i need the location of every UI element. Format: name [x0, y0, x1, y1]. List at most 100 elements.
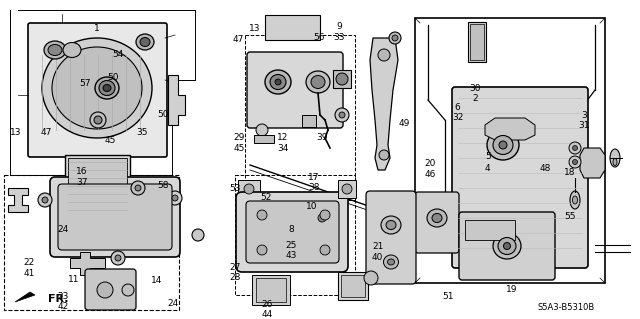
Text: 54: 54 [113, 50, 124, 59]
Text: 58: 58 [157, 181, 169, 189]
Ellipse shape [381, 216, 401, 234]
Bar [338, 272, 368, 300]
Bar [341, 275, 365, 297]
Text: 21
40: 21 40 [372, 242, 383, 262]
Circle shape [342, 184, 352, 194]
Text: 26
44: 26 44 [262, 300, 273, 319]
Bar [470, 24, 484, 60]
Text: 17
38: 17 38 [308, 173, 319, 192]
Ellipse shape [387, 259, 394, 265]
FancyBboxPatch shape [236, 192, 348, 272]
Text: 35: 35 [136, 128, 148, 137]
Bar [338, 180, 356, 198]
Circle shape [111, 251, 125, 265]
Circle shape [336, 73, 348, 85]
Ellipse shape [573, 196, 577, 204]
Ellipse shape [103, 85, 111, 92]
Circle shape [94, 116, 102, 124]
Text: FR.: FR. [48, 294, 68, 304]
Bar [465, 220, 515, 240]
FancyBboxPatch shape [50, 177, 180, 257]
Circle shape [257, 245, 267, 255]
Circle shape [115, 255, 121, 261]
Text: S5A3-B5310B: S5A3-B5310B [538, 303, 595, 313]
Circle shape [320, 245, 330, 255]
Ellipse shape [265, 70, 291, 94]
FancyBboxPatch shape [459, 212, 555, 280]
Text: 39: 39 [316, 133, 328, 142]
Ellipse shape [44, 41, 66, 59]
FancyBboxPatch shape [28, 23, 167, 157]
Bar [256, 278, 286, 302]
Circle shape [172, 195, 178, 201]
Circle shape [122, 284, 134, 296]
Circle shape [335, 108, 349, 122]
Bar [245, 35, 355, 200]
Text: 45: 45 [105, 137, 116, 145]
Text: 50: 50 [107, 73, 118, 82]
Circle shape [42, 197, 48, 203]
Circle shape [569, 142, 581, 154]
Circle shape [569, 156, 581, 168]
Polygon shape [8, 188, 28, 212]
Ellipse shape [379, 150, 389, 160]
Bar [254, 135, 274, 143]
Bar [235, 175, 355, 295]
Text: 51: 51 [442, 292, 454, 301]
Ellipse shape [427, 209, 447, 227]
Ellipse shape [140, 38, 150, 47]
Text: 20
46: 20 46 [424, 160, 436, 179]
Circle shape [38, 193, 52, 207]
Text: 27
28: 27 28 [230, 263, 241, 282]
Text: 48: 48 [540, 164, 551, 173]
Circle shape [257, 210, 267, 220]
Circle shape [192, 229, 204, 241]
Text: 3
31: 3 31 [578, 111, 589, 130]
Text: 53: 53 [230, 184, 241, 193]
Text: 49: 49 [399, 119, 410, 128]
Ellipse shape [493, 136, 513, 154]
Text: 24: 24 [57, 225, 68, 234]
Ellipse shape [378, 49, 390, 61]
Text: 47: 47 [40, 128, 52, 137]
Text: 2: 2 [472, 94, 477, 103]
Ellipse shape [63, 42, 81, 57]
Text: 19: 19 [506, 285, 518, 294]
Circle shape [392, 35, 398, 41]
Ellipse shape [52, 47, 142, 129]
Bar [333, 70, 351, 88]
Ellipse shape [499, 141, 507, 149]
Text: 4: 4 [485, 164, 490, 173]
Ellipse shape [493, 233, 521, 259]
Text: 8: 8 [289, 225, 294, 234]
Circle shape [97, 282, 113, 298]
Polygon shape [70, 252, 105, 275]
Ellipse shape [99, 80, 115, 95]
Circle shape [90, 112, 106, 128]
Bar [238, 180, 260, 198]
Circle shape [320, 210, 330, 220]
Bar [415, 18, 605, 283]
Circle shape [131, 181, 145, 195]
FancyBboxPatch shape [247, 52, 343, 128]
Circle shape [256, 124, 268, 136]
Text: 10: 10 [306, 202, 317, 211]
Bar [302, 115, 316, 127]
Text: 11: 11 [68, 275, 79, 284]
Ellipse shape [498, 238, 516, 255]
Text: 12
34: 12 34 [277, 133, 289, 152]
Circle shape [573, 145, 577, 151]
FancyBboxPatch shape [85, 269, 136, 310]
Circle shape [364, 271, 378, 285]
Circle shape [314, 210, 330, 226]
Ellipse shape [613, 159, 617, 166]
FancyBboxPatch shape [58, 184, 172, 250]
Ellipse shape [386, 220, 396, 229]
Ellipse shape [487, 130, 519, 160]
Text: 57: 57 [79, 79, 91, 88]
Ellipse shape [610, 149, 620, 167]
Ellipse shape [570, 191, 580, 209]
Ellipse shape [432, 213, 442, 222]
Polygon shape [485, 118, 535, 140]
Text: 55: 55 [564, 212, 575, 221]
